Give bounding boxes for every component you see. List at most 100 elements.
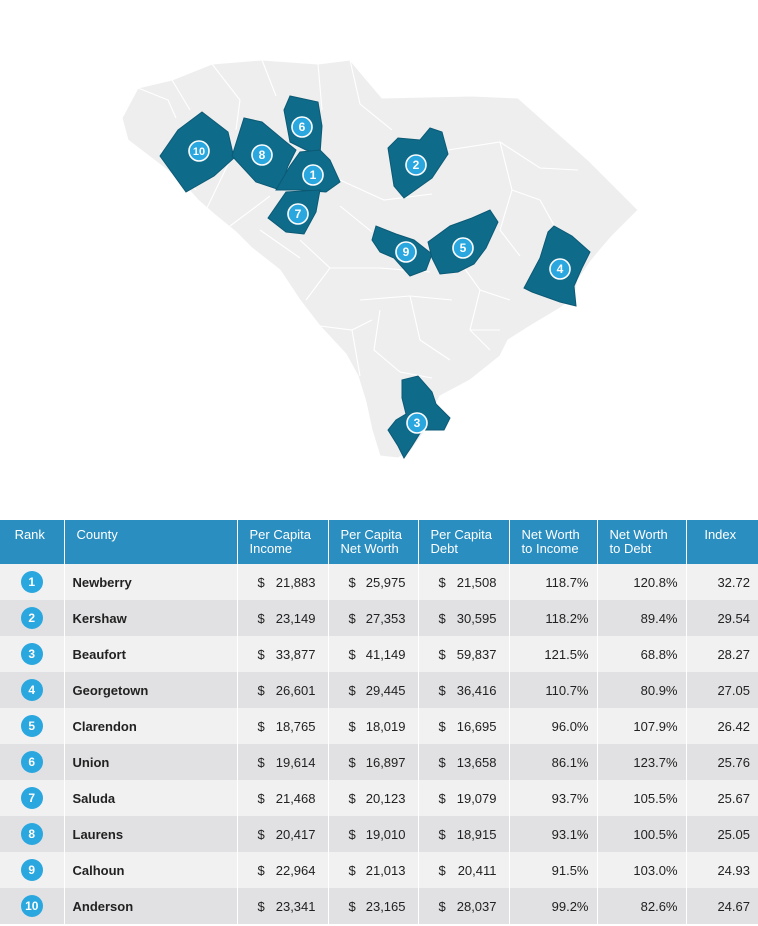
- net-worth-to-income: 93.1%: [508, 816, 597, 852]
- currency-symbol: $: [438, 574, 446, 590]
- net-worth-cell: $25,975: [327, 564, 418, 600]
- index-value: 32.72: [685, 564, 758, 600]
- map-marker-9: 9: [395, 241, 417, 263]
- debt-cell: $13,658: [417, 744, 509, 780]
- county-name: Anderson: [63, 888, 237, 924]
- income-cell: $21,468: [236, 780, 328, 816]
- index-value: 25.76: [685, 744, 758, 780]
- currency-symbol: $: [257, 682, 265, 698]
- header-debt: Per Capita Debt: [417, 520, 509, 564]
- net-worth-to-income: 118.2%: [508, 600, 597, 636]
- rank-badge: 3: [20, 643, 43, 665]
- currency-symbol: $: [438, 682, 446, 698]
- rank-badge: 9: [20, 859, 43, 881]
- svg-text:10: 10: [193, 146, 205, 158]
- income-value: 26,601: [275, 682, 316, 698]
- debt-cell: $21,508: [417, 564, 509, 600]
- income-cell: $26,601: [236, 672, 328, 708]
- map-marker-6: 6: [291, 116, 313, 138]
- net-worth-cell: $20,123: [327, 780, 418, 816]
- table-row: 2 Kershaw $23,149 $27,353 $30,595 118.2% 89.4%…: [0, 600, 758, 636]
- income-value: 23,149: [275, 610, 316, 626]
- currency-symbol: $: [348, 898, 356, 914]
- rank-cell: 2: [0, 600, 64, 636]
- net-worth-value: 23,165: [365, 898, 406, 914]
- income-cell: $20,417: [236, 816, 328, 852]
- map-marker-3: 3: [406, 412, 428, 434]
- table-row: 3 Beaufort $33,877 $41,149 $59,837 121.5% 68.8…: [0, 636, 758, 672]
- debt-value: 21,508: [456, 574, 497, 590]
- debt-cell: $20,411: [417, 852, 509, 888]
- net-worth-to-debt: 89.4%: [596, 600, 686, 636]
- net-worth-to-income: 86.1%: [508, 744, 597, 780]
- county-name: Georgetown: [63, 672, 237, 708]
- map-marker-4: 4: [549, 258, 571, 280]
- debt-value: 19,079: [456, 790, 497, 806]
- index-value: 24.67: [685, 888, 758, 924]
- income-value: 18,765: [275, 718, 316, 734]
- income-cell: $23,341: [236, 888, 328, 924]
- debt-cell: $59,837: [417, 636, 509, 672]
- index-value: 28.27: [685, 636, 758, 672]
- debt-value: 20,411: [457, 862, 497, 878]
- map-marker-5: 5: [452, 237, 474, 259]
- index-value: 29.54: [685, 600, 758, 636]
- rank-badge: 5: [20, 715, 43, 737]
- county-name: Newberry: [63, 564, 237, 600]
- net-worth-cell: $18,019: [327, 708, 418, 744]
- table-body: 1 Newberry $21,883 $25,975 $21,508 118.7% 120.…: [0, 564, 758, 924]
- currency-symbol: $: [348, 646, 356, 662]
- currency-symbol: $: [438, 754, 446, 770]
- rank-badge: 7: [20, 787, 43, 809]
- income-cell: $33,877: [236, 636, 328, 672]
- svg-text:6: 6: [299, 120, 306, 134]
- income-cell: $18,765: [236, 708, 328, 744]
- net-worth-cell: $19,010: [327, 816, 418, 852]
- income-value: 21,468: [275, 790, 316, 806]
- net-worth-cell: $41,149: [327, 636, 418, 672]
- net-worth-to-debt: 68.8%: [596, 636, 686, 672]
- income-cell: $19,614: [236, 744, 328, 780]
- rank-cell: 8: [0, 816, 64, 852]
- currency-symbol: $: [438, 862, 446, 878]
- index-value: 25.67: [685, 780, 758, 816]
- currency-symbol: $: [438, 610, 446, 626]
- debt-value: 16,695: [456, 718, 497, 734]
- net-worth-cell: $16,897: [327, 744, 418, 780]
- net-worth-value: 20,123: [365, 790, 406, 806]
- svg-text:8: 8: [259, 148, 266, 162]
- net-worth-to-income: 121.5%: [508, 636, 597, 672]
- currency-symbol: $: [257, 790, 265, 806]
- county-name: Calhoun: [63, 852, 237, 888]
- net-worth-to-debt: 80.9%: [596, 672, 686, 708]
- net-worth-to-income: 110.7%: [508, 672, 597, 708]
- debt-cell: $19,079: [417, 780, 509, 816]
- net-worth-cell: $27,353: [327, 600, 418, 636]
- header-rank: Rank: [0, 520, 64, 564]
- table-header-row: Rank County Per Capita Income Per Capita N…: [0, 520, 758, 564]
- table-row: 9 Calhoun $22,964 $21,013 $20,411 91.5% 103.0%…: [0, 852, 758, 888]
- svg-text:4: 4: [557, 262, 564, 276]
- net-worth-to-debt: 120.8%: [596, 564, 686, 600]
- income-value: 21,883: [275, 574, 316, 590]
- county-name: Kershaw: [63, 600, 237, 636]
- net-worth-value: 25,975: [365, 574, 406, 590]
- rank-cell: 5: [0, 708, 64, 744]
- rank-badge: 10: [20, 895, 43, 917]
- svg-text:2: 2: [413, 158, 420, 172]
- currency-symbol: $: [438, 826, 446, 842]
- table-row: 6 Union $19,614 $16,897 $13,658 86.1% 123.7% 25…: [0, 744, 758, 780]
- debt-value: 36,416: [456, 682, 497, 698]
- debt-cell: $16,695: [417, 708, 509, 744]
- income-value: 23,341: [275, 898, 316, 914]
- income-value: 19,614: [275, 754, 316, 770]
- index-value: 26.42: [685, 708, 758, 744]
- header-income: Per Capita Income: [236, 520, 328, 564]
- net-worth-to-debt: 123.7%: [596, 744, 686, 780]
- map-marker-10: 10: [188, 140, 210, 162]
- county-name: Beaufort: [63, 636, 237, 672]
- currency-symbol: $: [348, 826, 356, 842]
- debt-value: 30,595: [456, 610, 497, 626]
- rank-badge: 1: [20, 571, 43, 593]
- rank-cell: 4: [0, 672, 64, 708]
